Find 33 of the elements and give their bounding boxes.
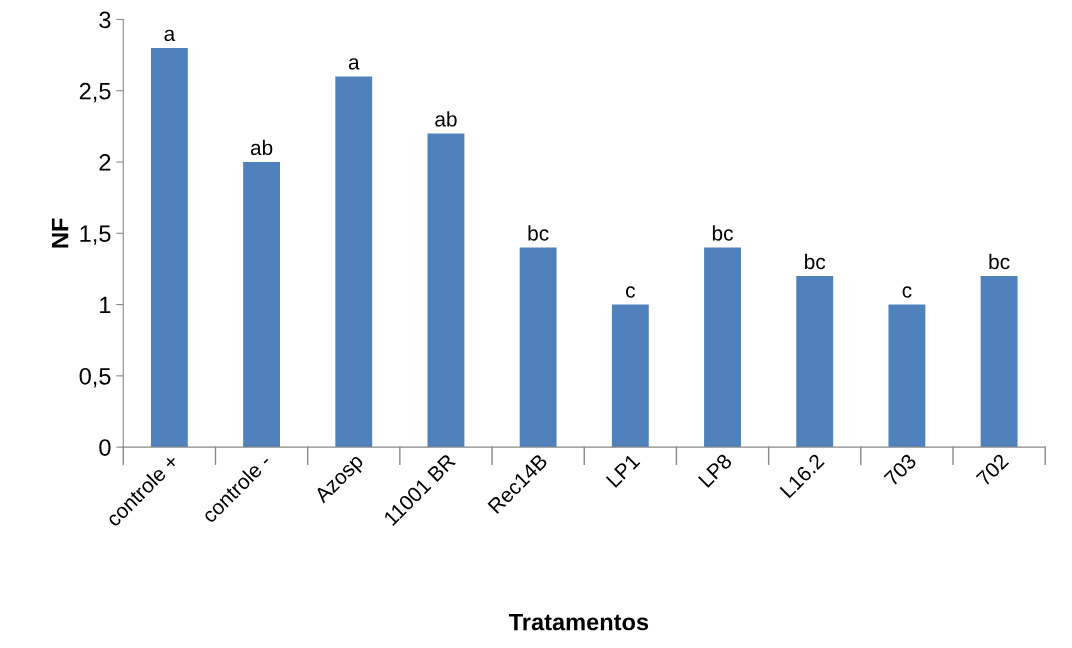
y-tick-label: 2 <box>99 154 111 171</box>
y-axis-title: NF <box>51 218 69 248</box>
y-tick-label: 3 <box>99 11 111 29</box>
bar <box>980 276 1018 448</box>
bar <box>519 247 557 448</box>
bar <box>427 133 465 448</box>
y-tick-label: 1,5 <box>80 225 111 245</box>
data-label: a <box>348 58 360 70</box>
data-label: ab <box>250 139 273 156</box>
x-tick-label: LP8 <box>697 453 733 488</box>
data-label: bc <box>528 225 549 241</box>
x-tick-label: 702 <box>975 453 1010 487</box>
data-label: bc <box>712 225 733 241</box>
data-label: a <box>164 29 176 42</box>
y-tick-label: 0 <box>99 439 111 456</box>
bar <box>611 304 649 448</box>
bar <box>704 247 741 448</box>
x-tick-label: LP1 <box>605 453 641 488</box>
bar <box>150 47 188 448</box>
bar <box>796 276 834 448</box>
x-axis-title: Tratamentos <box>508 613 649 631</box>
data-label: c <box>626 286 635 298</box>
bar <box>335 76 373 448</box>
bar <box>888 304 926 448</box>
data-label: bc <box>805 253 826 270</box>
y-tick-label: 1 <box>100 296 111 314</box>
x-tick-label: 703 <box>883 453 918 487</box>
y-tick-label: 2,5 <box>79 82 111 103</box>
data-label: ab <box>435 111 457 127</box>
data-label: bc <box>989 253 1010 270</box>
bar <box>243 162 281 448</box>
y-tick-label: 0,5 <box>79 367 111 388</box>
data-label: c <box>902 286 912 298</box>
